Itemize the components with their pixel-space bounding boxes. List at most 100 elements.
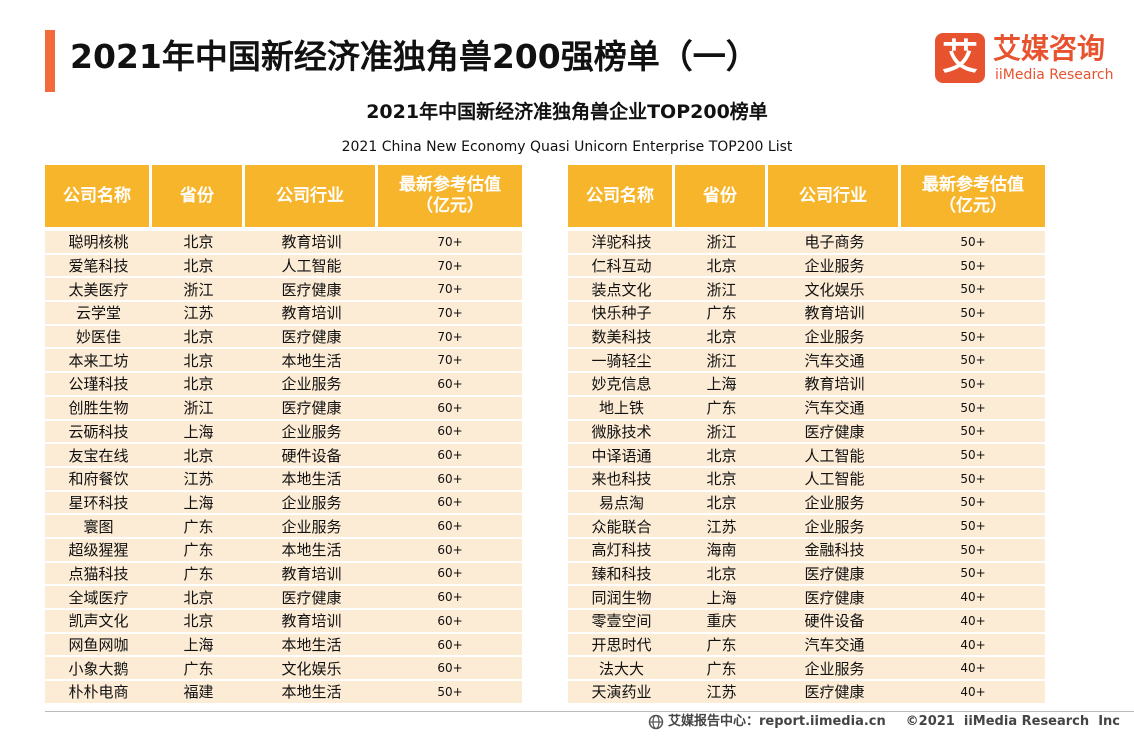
cell: 寰图 [83, 517, 114, 536]
table-row: 地上铁 广东 汽车交通 50+ [568, 396, 1045, 419]
valuation-cell: 40+ [960, 684, 986, 699]
header-cell: 最新参考估值 （亿元） [378, 165, 522, 227]
cell: 众能联合 [591, 517, 652, 536]
cell: 企业服务 [804, 659, 865, 678]
table-row: 天演药业 江苏 医疗健康 40+ [568, 681, 1045, 703]
cell: 教育培训 [804, 304, 865, 323]
cell: 北京 [706, 470, 737, 489]
table-row: 零壹空间 重庆 硬件设备 40+ [568, 610, 1045, 632]
table-row: 凯声文化 北京 教育培训 60+ [45, 610, 522, 632]
header-cell: 省份 [675, 165, 765, 227]
table-row: 同润生物 上海 医疗健康 40+ [568, 586, 1045, 608]
subtitle: 2021年中国新经济准独角兽企业TOP200榜单 [366, 101, 768, 123]
cell: 妙医佳 [75, 328, 121, 347]
cell: 数美科技 [591, 328, 652, 347]
cell: 上海 [706, 588, 737, 607]
cell: 浙江 [706, 351, 737, 370]
cell: 文化娱乐 [804, 280, 865, 299]
cell: 江苏 [706, 683, 737, 702]
cell: 汽车交通 [804, 351, 865, 370]
cell: 本地生活 [281, 636, 342, 655]
table-header: 公司名称 省份 公司行业 最新参考估值 （亿元） [45, 165, 522, 227]
cell: 臻和科技 [591, 564, 652, 583]
cell: 医疗健康 [804, 683, 865, 702]
logo-icon: 艾 [935, 33, 985, 83]
valuation-cell: 40+ [960, 637, 986, 652]
cell: 小象大鹅 [68, 659, 129, 678]
valuation-cell: 50+ [960, 282, 986, 297]
cell: 洋驼科技 [591, 233, 652, 252]
valuation-cell: 50+ [960, 519, 986, 534]
cell: 中译语通 [591, 446, 652, 465]
cell: 北京 [183, 375, 214, 394]
cell: 妙克信息 [591, 375, 652, 394]
table-row: 洋驼科技 浙江 电子商务 50+ [568, 231, 1045, 253]
valuation-cell: 50+ [960, 400, 986, 415]
cell: 本来工坊 [68, 351, 129, 370]
valuation-cell: 60+ [437, 613, 463, 628]
valuation-cell: 70+ [437, 234, 463, 249]
footer-icon [648, 714, 664, 730]
footer-copyright: ©2021 iiMedia Research Inc [905, 714, 1120, 729]
header-cell: 公司名称 [45, 165, 149, 227]
cell: 浙江 [183, 399, 214, 418]
cell: 硬件设备 [804, 612, 865, 631]
cell: 汽车交通 [804, 636, 865, 655]
cell: 教育培训 [804, 375, 865, 394]
cell: 医疗健康 [281, 588, 342, 607]
valuation-cell: 50+ [960, 495, 986, 510]
cell: 朴朴电商 [68, 683, 129, 702]
cell: 本地生活 [281, 541, 342, 560]
valuation-cell: 60+ [437, 519, 463, 534]
cell: 企业服务 [281, 375, 342, 394]
cell: 广东 [706, 659, 737, 678]
cell: 北京 [183, 351, 214, 370]
valuation-cell: 70+ [437, 282, 463, 297]
cell: 医疗健康 [281, 399, 342, 418]
cell: 海南 [706, 541, 737, 560]
table-row: 快乐种子 广东 教育培训 50+ [568, 302, 1045, 324]
cell: 企业服务 [804, 517, 865, 536]
valuation-cell: 40+ [960, 613, 986, 628]
table-row: 妙克信息 上海 教育培训 50+ [568, 373, 1045, 395]
cell: 广东 [183, 541, 214, 560]
valuation-cell: 50+ [960, 353, 986, 368]
table-row: 聪明核桃 北京 教育培训 70+ [45, 231, 522, 253]
table-row: 臻和科技 北京 医疗健康 50+ [568, 562, 1045, 585]
page-title: 2021年中国新经济准独角兽200强榜单（一） [70, 37, 759, 76]
header-cell: 公司行业 [245, 165, 375, 227]
valuation-cell: 60+ [437, 376, 463, 391]
valuation-cell: 50+ [437, 684, 463, 699]
cell: 广东 [706, 399, 737, 418]
cell: 北京 [183, 257, 214, 276]
table-row: 爱笔科技 北京 人工智能 70+ [45, 254, 522, 277]
cell: 云砺科技 [68, 422, 129, 441]
cell: 北京 [183, 612, 214, 631]
cell: 北京 [706, 257, 737, 276]
valuation-cell: 60+ [437, 542, 463, 557]
cell: 企业服务 [804, 257, 865, 276]
cell: 地上铁 [598, 399, 644, 418]
table-row: 装点文化 浙江 文化娱乐 50+ [568, 278, 1045, 301]
cell: 创胜生物 [68, 399, 129, 418]
cell: 友宝在线 [68, 446, 129, 465]
header-cell: 公司行业 [768, 165, 898, 227]
cell: 广东 [706, 304, 737, 323]
cell: 广东 [183, 564, 214, 583]
valuation-cell: 50+ [960, 305, 986, 320]
cell: 零壹空间 [591, 612, 652, 631]
table-row: 微脉技术 浙江 医疗健康 50+ [568, 420, 1045, 443]
spacer [568, 227, 1045, 229]
valuation-cell: 50+ [960, 448, 986, 463]
valuation-cell: 50+ [960, 329, 986, 344]
cell: 人工智能 [804, 446, 865, 465]
cell: 教育培训 [281, 564, 342, 583]
cell: 爱笔科技 [68, 257, 129, 276]
table-row: 中译语通 北京 人工智能 50+ [568, 444, 1045, 466]
cell: 开思时代 [591, 636, 652, 655]
cell: 医疗健康 [804, 422, 865, 441]
spacer [45, 227, 522, 229]
cell: 北京 [183, 233, 214, 252]
cell: 微脉技术 [591, 422, 652, 441]
cell: 全域医疗 [68, 588, 129, 607]
